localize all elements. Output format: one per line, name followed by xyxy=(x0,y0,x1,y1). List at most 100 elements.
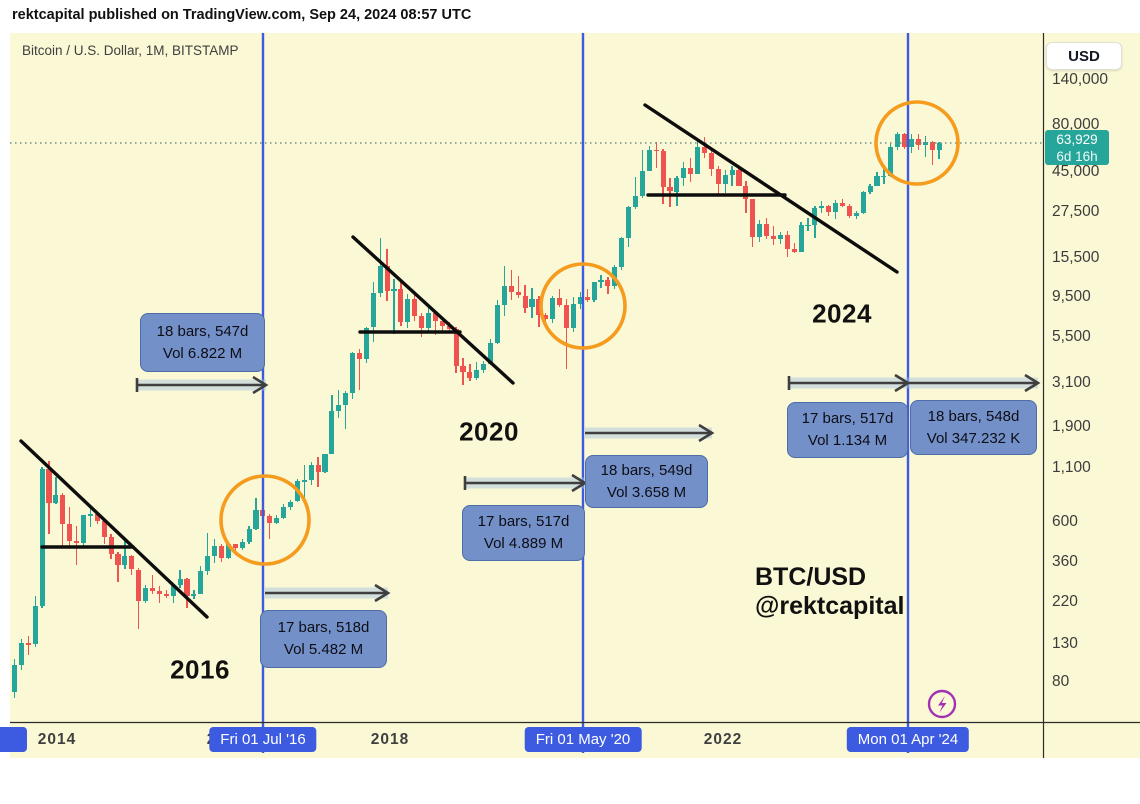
candle-wick xyxy=(772,226,775,245)
candle-body xyxy=(53,495,59,503)
candle-body xyxy=(646,149,652,172)
measure-bars: 17 bars, 517d xyxy=(801,410,894,427)
candle-body xyxy=(791,248,797,252)
candle-body xyxy=(246,528,252,543)
candle-body xyxy=(895,134,901,147)
measure-label[interactable]: 17 bars, 518d Vol 5.482 M xyxy=(260,610,387,668)
candle-body xyxy=(363,327,369,360)
candle-body xyxy=(681,167,687,178)
candle-body xyxy=(805,224,811,227)
last-price-value: 63,929 xyxy=(1056,132,1098,147)
candle-body xyxy=(225,544,231,559)
candle-body xyxy=(853,212,859,216)
candle-body xyxy=(729,170,735,175)
measure-label[interactable]: 18 bars, 548d Vol 347.232 K xyxy=(910,400,1037,455)
candle-wick xyxy=(89,508,92,528)
candle-body xyxy=(605,280,611,287)
candle-body xyxy=(67,523,73,542)
watermark: BTC/USD @rektcapital xyxy=(755,563,905,620)
candle-body xyxy=(543,314,549,319)
candle-body xyxy=(708,152,714,170)
candle-body xyxy=(301,480,307,482)
candle-body xyxy=(591,282,597,300)
candle-wick xyxy=(317,457,319,488)
candle-body xyxy=(419,315,425,329)
price-tick-label: 220 xyxy=(1052,593,1078,610)
measure-bars: 18 bars, 547d xyxy=(156,322,249,340)
price-tick-label: 80 xyxy=(1052,673,1070,690)
candle-body xyxy=(757,224,763,237)
measure-label[interactable]: 17 bars, 517d Vol 1.134 M xyxy=(787,402,908,458)
candle-body xyxy=(563,304,570,328)
candle-body xyxy=(143,588,149,601)
time-tick-label: 2018 xyxy=(370,731,410,748)
candle-body xyxy=(715,169,721,184)
measure-label[interactable]: 17 bars, 517d Vol 4.889 M xyxy=(462,505,585,561)
candle-body xyxy=(701,146,708,153)
measure-label[interactable]: 18 bars, 547d Vol 6.822 M xyxy=(140,313,265,372)
date-badge: Mon 01 Apr '24 xyxy=(846,727,970,752)
candle-wick xyxy=(634,177,637,210)
candle-body xyxy=(598,280,604,283)
price-tick-label: 1,100 xyxy=(1052,459,1091,476)
candle-body xyxy=(839,202,846,206)
price-tick-label: 3,100 xyxy=(1052,374,1091,391)
currency-button[interactable]: USD xyxy=(1046,42,1122,70)
candle-body xyxy=(626,206,632,238)
measure-label[interactable]: 18 bars, 549d Vol 3.658 M xyxy=(585,455,708,508)
candle-body xyxy=(287,501,294,507)
candle-body xyxy=(612,266,618,287)
cycle-year-label: 2020 xyxy=(459,416,519,447)
candle-body xyxy=(356,353,363,360)
candle-body xyxy=(329,411,335,454)
candle-wick xyxy=(655,141,657,168)
measure-volume: Vol 3.658 M xyxy=(606,483,687,501)
candle-body xyxy=(570,304,576,328)
candle-body xyxy=(619,237,625,267)
candle-wick xyxy=(731,165,733,186)
candle-body xyxy=(18,643,24,665)
candle-body xyxy=(163,594,169,597)
candle-body xyxy=(136,569,142,601)
candle-body xyxy=(550,297,556,319)
candle-body xyxy=(819,206,825,209)
candle-body xyxy=(860,192,866,213)
candle-body xyxy=(129,556,135,570)
candle-body xyxy=(529,299,535,308)
candle-body xyxy=(446,325,452,330)
price-tick-label: 9,500 xyxy=(1052,288,1091,305)
candle-wick xyxy=(462,358,464,386)
candle-wick xyxy=(669,178,671,208)
candle-body xyxy=(846,206,852,216)
candle-body xyxy=(308,464,314,481)
price-tick-label: 5,500 xyxy=(1052,328,1091,345)
candle-body xyxy=(391,289,397,291)
candle-wick xyxy=(393,279,395,334)
price-tick-label: 600 xyxy=(1052,513,1078,530)
candle-body xyxy=(218,545,225,559)
candle-body xyxy=(784,234,790,249)
candle-wick xyxy=(338,389,340,418)
candle-body xyxy=(212,545,218,557)
candle-body xyxy=(184,579,190,597)
candle-body xyxy=(467,371,473,379)
measure-volume: Vol 5.482 M xyxy=(283,641,364,658)
candle-body xyxy=(336,404,342,412)
candle-body xyxy=(695,146,701,174)
candle-body xyxy=(812,208,818,225)
candle-body xyxy=(453,329,459,366)
candle-body xyxy=(108,537,114,555)
candle-body xyxy=(377,266,383,294)
candle-body xyxy=(74,541,80,543)
candle-body xyxy=(315,464,321,473)
candle-body xyxy=(87,514,93,516)
candle-body xyxy=(177,579,183,586)
candle-body xyxy=(25,643,31,645)
candle-body xyxy=(322,453,328,473)
candle-body xyxy=(474,370,480,379)
candle-body xyxy=(101,521,107,538)
candle-body xyxy=(149,588,156,592)
footer: TradingView xyxy=(0,758,1140,804)
candle-body xyxy=(770,236,777,239)
measure-volume: Vol 4.889 M xyxy=(483,535,564,552)
